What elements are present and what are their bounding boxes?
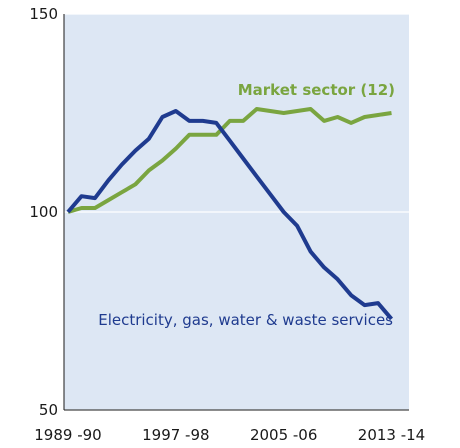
y-tick-label: 150 — [29, 5, 58, 23]
series-label-0: Market sector (12) — [238, 81, 395, 99]
series-lines — [66, 107, 394, 321]
series-label-1: Electricity, gas, water & waste services — [98, 311, 393, 329]
x-tick-label: 2013 -14 — [358, 426, 425, 444]
series-line-1 — [66, 109, 394, 321]
y-tick-label: 100 — [29, 203, 58, 221]
x-tick-label: 2005 -06 — [250, 426, 317, 444]
x-tick-label: 1997 -98 — [142, 426, 209, 444]
series-line-0 — [67, 107, 392, 214]
x-tick-label: 1989 -90 — [34, 426, 101, 444]
labels: 50 100 150 1989 -90 1997 -98 2005 -06 2013 -14… — [29, 5, 425, 444]
axes — [63, 14, 409, 411]
y-tick-label: 50 — [39, 401, 58, 419]
